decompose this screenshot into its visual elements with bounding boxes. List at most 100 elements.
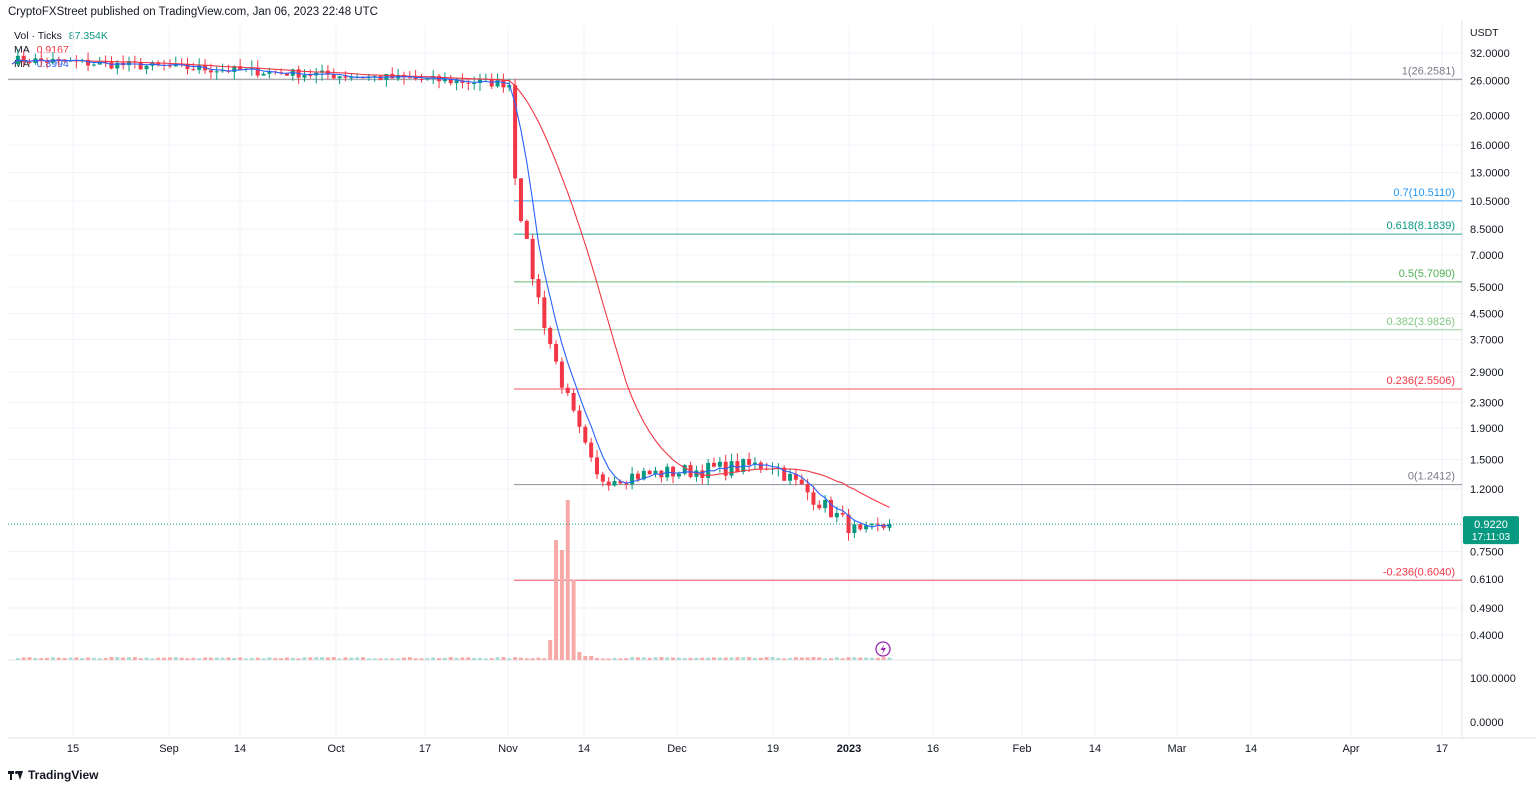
volume-bar xyxy=(717,657,722,660)
candle-body xyxy=(577,410,582,427)
ma-slow-line xyxy=(11,59,890,508)
volume-bar xyxy=(407,657,412,660)
volume-bar xyxy=(723,657,728,660)
volume-bar xyxy=(641,657,646,660)
volume-bar xyxy=(62,657,67,660)
price-tick-label: 8.5000 xyxy=(1470,224,1504,236)
volume-bar xyxy=(203,657,208,660)
volume-bar xyxy=(103,658,108,660)
candle-body xyxy=(442,78,447,82)
volume-bar xyxy=(238,657,243,660)
fib-level-label: 0.236(2.5506) xyxy=(1387,375,1456,387)
volume-bar xyxy=(372,658,377,660)
volume-bar xyxy=(466,657,471,660)
candle-body xyxy=(571,392,576,411)
footer-brand[interactable]: TradingView xyxy=(8,768,98,782)
fib-level-label: 0(1.2412) xyxy=(1408,471,1455,483)
volume-bar xyxy=(735,657,740,660)
candle-body xyxy=(337,76,342,79)
candle-body xyxy=(109,62,114,69)
candle-body xyxy=(887,524,892,528)
volume-bar xyxy=(706,657,711,660)
price-tick-label: 1.9000 xyxy=(1470,423,1504,435)
candle-body xyxy=(542,297,547,328)
volume-bar xyxy=(618,658,623,660)
volume-bar xyxy=(431,657,436,660)
volume-bar xyxy=(343,657,348,660)
current-price-value: 0.9220 xyxy=(1474,519,1508,531)
price-axis-unit: USDT xyxy=(1470,27,1499,39)
candle-body xyxy=(127,61,131,66)
volume-bar xyxy=(138,658,143,660)
volume-bar xyxy=(45,657,50,660)
volume-bar xyxy=(378,658,383,660)
volume-bar xyxy=(384,658,389,660)
candle-body xyxy=(717,461,722,467)
candle-body xyxy=(559,361,564,388)
price-tick-label: 4.5000 xyxy=(1470,309,1504,321)
time-tick-label: Apr xyxy=(1342,743,1359,755)
candle-body xyxy=(858,524,863,530)
candle-body xyxy=(641,470,646,480)
volume-bar xyxy=(881,657,886,660)
volume-bar xyxy=(624,658,629,660)
volume-bar xyxy=(413,658,418,660)
volume-bar xyxy=(74,657,79,660)
candle-body xyxy=(407,77,412,79)
candle-body xyxy=(782,467,787,481)
candle-body xyxy=(612,481,617,486)
publish-header: CryptoFXStreet published on TradingView.… xyxy=(8,6,378,18)
candle-body xyxy=(817,504,822,509)
volume-bar xyxy=(536,657,541,660)
volume-bar xyxy=(647,657,652,660)
time-tick-label: 2023 xyxy=(837,743,861,755)
volume-bar xyxy=(788,657,793,660)
volume-bar xyxy=(595,658,599,660)
candle-body xyxy=(823,499,828,509)
volume-bar xyxy=(144,657,149,660)
candle-body xyxy=(735,461,740,472)
candle-body xyxy=(682,465,687,474)
volume-bar xyxy=(793,657,798,660)
candle-body xyxy=(875,523,880,525)
volume-bar xyxy=(589,656,594,660)
volume-bar xyxy=(91,657,96,660)
candle-body xyxy=(267,71,272,74)
volume-bar xyxy=(782,658,787,660)
volume-bar xyxy=(50,657,55,660)
fib-level-label: 0.7(10.5110) xyxy=(1393,187,1455,199)
candle-body xyxy=(472,82,477,84)
candle-body xyxy=(671,466,676,477)
candle-body xyxy=(144,65,149,70)
volume-bar xyxy=(121,657,126,660)
volume-bar xyxy=(437,658,442,660)
volume-bar xyxy=(355,657,360,660)
volume-bar xyxy=(542,658,547,660)
volume-bar xyxy=(799,657,804,660)
volume-bar xyxy=(249,658,254,660)
candle-body xyxy=(869,523,874,526)
price-tick-label: 0.4000 xyxy=(1470,630,1504,642)
volume-bar xyxy=(700,657,705,660)
candle-body xyxy=(864,525,869,530)
volume-bar xyxy=(694,657,699,660)
volume-bar xyxy=(548,640,553,660)
volume-bar xyxy=(366,658,371,660)
volume-bar xyxy=(472,657,477,660)
candle-body xyxy=(103,61,108,63)
volume-bar xyxy=(185,658,190,660)
volume-bar xyxy=(232,657,237,660)
volume-bar xyxy=(770,657,775,660)
candle-body xyxy=(21,55,26,62)
candle-body xyxy=(86,59,91,66)
candle-body xyxy=(191,69,196,71)
volume-bar xyxy=(150,658,155,660)
candle-body xyxy=(232,66,237,72)
volume-bar xyxy=(33,657,38,660)
candle-body xyxy=(799,479,804,485)
volume-bar xyxy=(290,657,295,660)
volume-bar xyxy=(518,657,523,660)
volume-bar xyxy=(875,657,880,660)
candle-body xyxy=(793,473,798,480)
